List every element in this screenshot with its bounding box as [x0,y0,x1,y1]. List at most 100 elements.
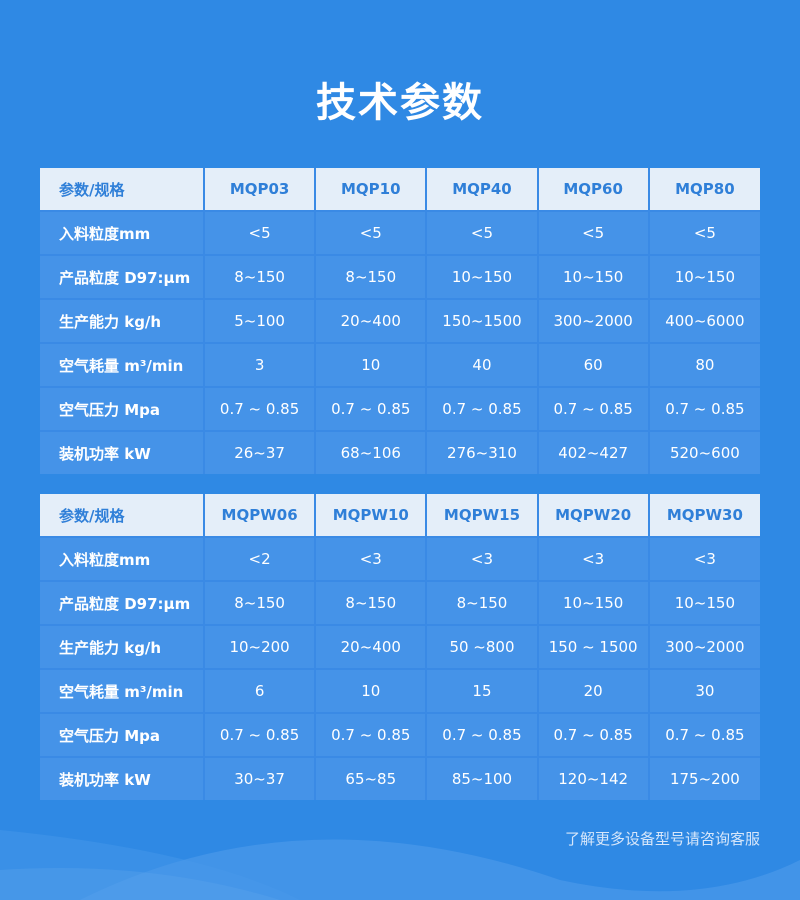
value-cell: 40 [425,342,539,388]
model-header-cell: MQPW10 [314,494,428,538]
value-cell: 20~400 [314,298,428,344]
param-label-cell: 空气压力 Mpa [40,712,205,758]
value-cell: <3 [314,536,428,582]
table-row: 入料粒度mm <5 <5 <5 <5 <5 [40,210,760,256]
value-cell: 300~2000 [647,624,760,670]
value-cell: 0.7 ~ 0.85 [202,712,317,758]
table-row: 空气耗量 m³/min 3 10 40 60 80 [40,342,760,388]
param-label-cell: 装机功率 kW [40,756,205,800]
value-cell: 0.7 ~ 0.85 [536,386,650,432]
value-cell: <3 [647,536,760,582]
value-cell: 8~150 [202,254,317,300]
table-row: 产品粒度 D97:μm 8~150 8~150 8~150 10~150 10~150 [40,580,760,626]
value-cell: 150 ~ 1500 [536,624,650,670]
model-header-cell: MQPW20 [536,494,650,538]
value-cell: <5 [425,210,539,256]
value-cell: 6 [202,668,317,714]
value-cell: <5 [536,210,650,256]
value-cell: 10 [314,668,428,714]
value-cell: <5 [202,210,317,256]
value-cell: 276~310 [425,430,539,474]
spec-table-mqp: 参数/规格 MQP03 MQP10 MQP40 MQP60 MQP80 入料粒度mm <5 <5… [40,168,760,474]
value-cell: 50 ~800 [425,624,539,670]
value-cell: 520~600 [647,430,760,474]
value-cell: 0.7 ~ 0.85 [314,712,428,758]
value-cell: 8~150 [202,580,317,626]
value-cell: 20~400 [314,624,428,670]
value-cell: <3 [536,536,650,582]
model-header-cell: MQP40 [425,168,539,212]
value-cell: 402~427 [536,430,650,474]
value-cell: 80 [647,342,760,388]
value-cell: 0.7 ~ 0.85 [314,386,428,432]
param-label-cell: 生产能力 kg/h [40,624,205,670]
model-header-cell: MQP03 [202,168,317,212]
value-cell: 10~150 [536,580,650,626]
table-row: 生产能力 kg/h 10~200 20~400 50 ~800 150 ~ 1500 30… [40,624,760,670]
value-cell: 0.7 ~ 0.85 [536,712,650,758]
value-cell: 68~106 [314,430,428,474]
value-cell: 175~200 [647,756,760,800]
value-cell: 0.7 ~ 0.85 [202,386,317,432]
value-cell: <5 [314,210,428,256]
value-cell: 15 [425,668,539,714]
model-header-cell: MQP10 [314,168,428,212]
table-row: 入料粒度mm <2 <3 <3 <3 <3 [40,536,760,582]
value-cell: 0.7 ~ 0.85 [647,712,760,758]
value-cell: 85~100 [425,756,539,800]
table-header-row: 参数/规格 MQPW06 MQPW10 MQPW15 MQPW20 MQPW30 [40,494,760,538]
value-cell: 8~150 [425,580,539,626]
value-cell: 400~6000 [647,298,760,344]
value-cell: 10~150 [425,254,539,300]
value-cell: 120~142 [536,756,650,800]
value-cell: 150~1500 [425,298,539,344]
value-cell: <3 [425,536,539,582]
value-cell: 8~150 [314,254,428,300]
value-cell: 0.7 ~ 0.85 [425,386,539,432]
page-title: 技术参数 [316,80,484,126]
footer-note: 了解更多设备型号请咨询客服 [564,830,760,848]
value-cell: 0.7 ~ 0.85 [647,386,760,432]
spec-table-mqpw: 参数/规格 MQPW06 MQPW10 MQPW15 MQPW20 MQPW30 入料粒度m… [40,494,760,800]
value-cell: 5~100 [202,298,317,344]
header-label-cell: 参数/规格 [40,168,205,212]
value-cell: 65~85 [314,756,428,800]
param-label-cell: 空气耗量 m³/min [40,668,205,714]
header-label-cell: 参数/规格 [40,494,205,538]
value-cell: 0.7 ~ 0.85 [425,712,539,758]
value-cell: 20 [536,668,650,714]
model-header-cell: MQP80 [647,168,760,212]
value-cell: 10~150 [647,580,760,626]
param-label-cell: 空气压力 Mpa [40,386,205,432]
value-cell: 60 [536,342,650,388]
model-header-cell: MQPW06 [202,494,317,538]
value-cell: 26~37 [202,430,317,474]
table-row: 空气耗量 m³/min 6 10 15 20 30 [40,668,760,714]
table-row: 装机功率 kW 26~37 68~106 276~310 402~427 520~600 [40,430,760,474]
value-cell: 30~37 [202,756,317,800]
param-label-cell: 空气耗量 m³/min [40,342,205,388]
table-row: 装机功率 kW 30~37 65~85 85~100 120~142 175~200 [40,756,760,800]
value-cell: 10~200 [202,624,317,670]
param-label-cell: 产品粒度 D97:μm [40,254,205,300]
value-cell: <2 [202,536,317,582]
value-cell: <5 [647,210,760,256]
table-row: 空气压力 Mpa 0.7 ~ 0.85 0.7 ~ 0.85 0.7 ~ 0.85 0.… [40,712,760,758]
value-cell: 30 [647,668,760,714]
value-cell: 3 [202,342,317,388]
value-cell: 300~2000 [536,298,650,344]
value-cell: 10~150 [536,254,650,300]
param-label-cell: 入料粒度mm [40,210,205,256]
table-row: 空气压力 Mpa 0.7 ~ 0.85 0.7 ~ 0.85 0.7 ~ 0.85 0.… [40,386,760,432]
table-header-row: 参数/规格 MQP03 MQP10 MQP40 MQP60 MQP80 [40,168,760,212]
param-label-cell: 入料粒度mm [40,536,205,582]
table-row: 产品粒度 D97:μm 8~150 8~150 10~150 10~150 10~150 [40,254,760,300]
param-label-cell: 生产能力 kg/h [40,298,205,344]
value-cell: 10~150 [647,254,760,300]
model-header-cell: MQP60 [536,168,650,212]
model-header-cell: MQPW30 [647,494,760,538]
param-label-cell: 装机功率 kW [40,430,205,474]
value-cell: 8~150 [314,580,428,626]
value-cell: 10 [314,342,428,388]
